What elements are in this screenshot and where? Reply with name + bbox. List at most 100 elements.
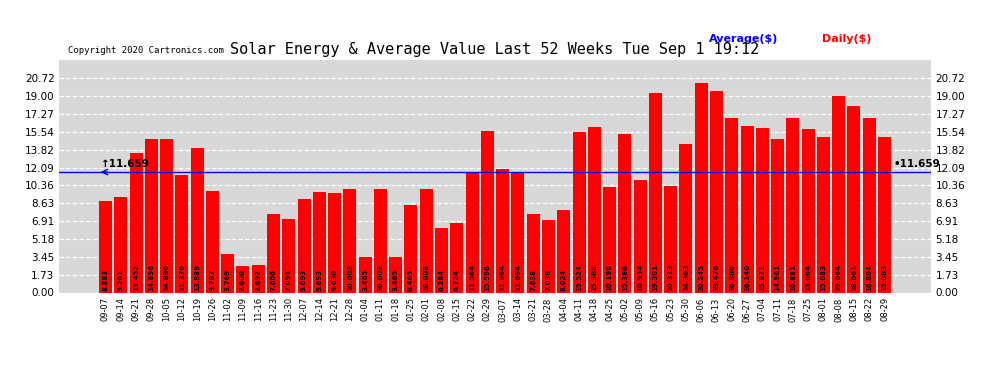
Text: 15.864: 15.864 xyxy=(805,264,811,291)
Bar xyxy=(588,127,601,292)
Text: 16.864: 16.864 xyxy=(866,264,872,291)
Text: 13.989: 13.989 xyxy=(194,264,200,291)
Text: 10.002: 10.002 xyxy=(346,264,352,291)
Text: 7.091: 7.091 xyxy=(286,269,292,291)
Bar xyxy=(679,144,692,292)
Bar xyxy=(191,148,204,292)
Text: 9.093: 9.093 xyxy=(301,269,307,291)
Text: 15.083: 15.083 xyxy=(821,264,827,291)
Text: 3.465: 3.465 xyxy=(393,269,399,291)
Bar xyxy=(267,214,280,292)
Title: Solar Energy & Average Value Last 52 Weeks Tue Sep 1 19:12: Solar Energy & Average Value Last 52 Wee… xyxy=(231,42,759,57)
Text: 19.476: 19.476 xyxy=(714,264,720,291)
Text: 6.284: 6.284 xyxy=(439,269,445,291)
Bar xyxy=(481,131,494,292)
Text: 7.638: 7.638 xyxy=(531,269,537,291)
Text: 20.245: 20.245 xyxy=(698,264,704,291)
Bar xyxy=(405,205,418,292)
Bar xyxy=(374,189,387,292)
Bar xyxy=(755,129,769,292)
Bar xyxy=(619,134,632,292)
Text: 18.061: 18.061 xyxy=(851,264,857,291)
Text: 13.452: 13.452 xyxy=(133,264,139,291)
Text: 16.886: 16.886 xyxy=(729,264,735,291)
Bar xyxy=(710,91,723,292)
Text: 10.002: 10.002 xyxy=(377,264,383,291)
Bar xyxy=(313,192,326,292)
Bar xyxy=(862,118,876,292)
Bar xyxy=(206,191,219,292)
Text: Daily($): Daily($) xyxy=(822,34,871,44)
Bar xyxy=(726,118,739,292)
Bar xyxy=(420,189,433,292)
Text: 9.787: 9.787 xyxy=(210,269,216,291)
Bar xyxy=(878,136,891,292)
Bar xyxy=(435,228,448,292)
Text: 8.465: 8.465 xyxy=(408,269,414,291)
Text: 8.024: 8.024 xyxy=(560,269,566,291)
Text: ↑11.659: ↑11.659 xyxy=(101,159,149,170)
Bar xyxy=(664,186,677,292)
Text: 19.064: 19.064 xyxy=(836,264,842,291)
Text: 9.261: 9.261 xyxy=(118,269,124,291)
Bar xyxy=(465,173,478,292)
Bar xyxy=(358,257,371,292)
Text: 10.313: 10.313 xyxy=(667,264,673,291)
Bar xyxy=(833,96,845,292)
Bar xyxy=(145,139,157,292)
Text: 15.524: 15.524 xyxy=(576,264,582,291)
Bar xyxy=(542,220,555,292)
Bar xyxy=(282,219,295,292)
Text: 15.871: 15.871 xyxy=(759,264,765,291)
Text: 16.881: 16.881 xyxy=(790,264,796,291)
Bar xyxy=(130,153,143,292)
Text: 11.376: 11.376 xyxy=(179,264,185,291)
Text: 3.769: 3.769 xyxy=(225,269,231,291)
Text: 11.564: 11.564 xyxy=(469,264,475,291)
Bar xyxy=(512,172,525,292)
Bar xyxy=(251,265,264,292)
Bar xyxy=(634,180,646,292)
Text: 10.008: 10.008 xyxy=(424,264,430,291)
Bar xyxy=(496,169,509,292)
Bar xyxy=(175,175,188,292)
Text: •11.659: •11.659 xyxy=(894,159,940,170)
Text: Average($): Average($) xyxy=(709,34,778,44)
Bar xyxy=(817,136,830,292)
Text: 9.693: 9.693 xyxy=(317,269,323,291)
Bar xyxy=(114,197,128,292)
Text: 3.465: 3.465 xyxy=(362,269,368,291)
Bar xyxy=(99,201,112,292)
Bar xyxy=(771,138,784,292)
Text: 16.140: 16.140 xyxy=(744,264,750,291)
Text: 19.301: 19.301 xyxy=(652,264,658,291)
Text: 11.694: 11.694 xyxy=(515,264,521,291)
Text: 11.964: 11.964 xyxy=(500,264,506,291)
Text: 8.883: 8.883 xyxy=(103,269,109,291)
Text: 2.692: 2.692 xyxy=(255,269,261,291)
Bar xyxy=(221,254,235,292)
Bar xyxy=(572,132,585,292)
Bar xyxy=(603,187,616,292)
Bar xyxy=(527,214,540,292)
Text: 14.901: 14.901 xyxy=(774,264,780,291)
Text: 7.038: 7.038 xyxy=(545,269,551,291)
Bar xyxy=(237,266,249,292)
Bar xyxy=(344,189,356,292)
Text: 15.988: 15.988 xyxy=(591,264,597,291)
Bar xyxy=(648,93,662,292)
Text: 2.608: 2.608 xyxy=(240,269,246,291)
Bar xyxy=(802,129,815,292)
Text: 14.896: 14.896 xyxy=(163,264,169,291)
Text: 10.196: 10.196 xyxy=(607,264,613,291)
Bar xyxy=(298,198,311,292)
Bar xyxy=(741,126,753,292)
Bar xyxy=(786,118,799,292)
Text: 14.896: 14.896 xyxy=(148,264,154,291)
Bar xyxy=(557,210,570,292)
Bar xyxy=(695,83,708,292)
Text: 15.083: 15.083 xyxy=(881,264,887,291)
Text: 15.386: 15.386 xyxy=(622,264,628,291)
Bar xyxy=(450,223,463,292)
Bar xyxy=(847,106,860,292)
